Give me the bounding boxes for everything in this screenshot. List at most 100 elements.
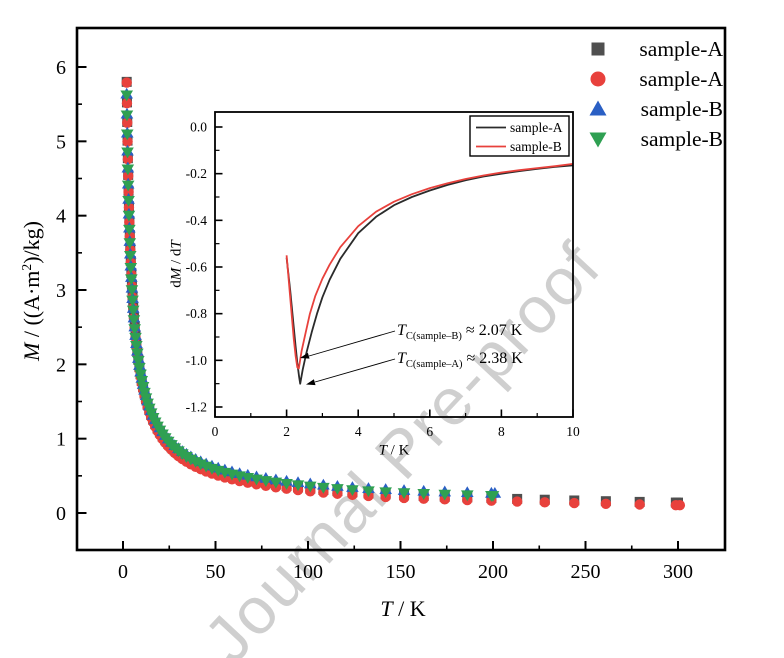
inset-y-tick-label: 0.0	[190, 120, 207, 135]
data-marker-circle	[121, 77, 132, 88]
data-marker-triangle-down	[131, 348, 144, 360]
data-marker-triangle-down	[460, 490, 474, 502]
arrow-line	[314, 358, 396, 383]
main-x-axis-title: T / K	[380, 596, 425, 622]
y-tick-label: 4	[56, 206, 66, 228]
inset-x-tick-label: 0	[212, 424, 219, 439]
legend-label: sample-B	[641, 127, 723, 151]
data-marker-triangle-down	[136, 382, 150, 393]
data-marker-circle	[122, 170, 134, 182]
data-marker-triangle-down	[123, 224, 136, 236]
data-marker-triangle-down	[331, 484, 344, 495]
data-marker-triangle-down	[132, 355, 145, 367]
x-title-symbol: T	[380, 596, 393, 621]
y-title-post: )/kg)	[19, 221, 45, 264]
annotation-symbol: T	[397, 322, 406, 339]
legend-square-marker	[591, 42, 605, 56]
inset-y-tick-label: -1.0	[186, 353, 208, 368]
series-sample-B-triangle-down	[120, 90, 500, 502]
data-marker-triangle-down	[130, 340, 143, 352]
inset-y-tick-label: -0.4	[186, 213, 208, 228]
data-marker-triangle-down	[121, 180, 135, 192]
inset-x-axis-title: T / K	[379, 443, 410, 460]
inset-x-axis-ticks: 0 2 4 6 8 10	[212, 409, 580, 439]
data-marker-circle	[121, 98, 133, 109]
inset-legend-label: sample-A	[510, 120, 563, 135]
main-data-markers	[120, 76, 686, 511]
legend-triangle-down-marker	[589, 132, 607, 148]
inset-legend-box	[469, 115, 570, 157]
data-marker-triangle-down	[124, 263, 138, 274]
y-tick-label: 5	[56, 131, 66, 153]
inset-y-tick-label: -1.2	[186, 399, 207, 414]
data-marker-triangle-down	[291, 480, 305, 492]
data-marker-triangle-down	[259, 476, 273, 487]
data-marker-circle	[122, 154, 134, 165]
data-marker-triangle-down	[127, 315, 141, 326]
data-marker-triangle-down	[122, 195, 135, 207]
inset-curves	[285, 163, 574, 385]
data-marker-triangle-down	[121, 164, 135, 176]
annotation-value: ≈ 2.38 K	[462, 350, 523, 367]
data-marker-triangle-down	[438, 489, 452, 501]
x-tick-label: 0	[118, 561, 128, 583]
y-title-sup: 2	[18, 263, 34, 271]
data-marker-triangle-down	[125, 274, 138, 286]
data-marker-triangle-down	[122, 210, 136, 222]
annotation-symbol: T	[397, 350, 406, 367]
inset-x-title-rest: / K	[386, 442, 410, 459]
data-marker-circle	[123, 202, 135, 213]
inset-x-tick-label: 2	[283, 424, 290, 439]
data-marker-triangle-down	[125, 285, 139, 297]
data-marker-circle	[539, 497, 550, 508]
annotation-subscript: C(sample–B)	[405, 331, 462, 343]
data-marker-triangle-down	[120, 110, 134, 122]
inset-y-title-M: M	[168, 267, 185, 281]
arrow-head	[306, 379, 316, 386]
inset-y-tick-label: -0.6	[186, 259, 208, 274]
inset-y-title-d: d	[168, 280, 185, 288]
series-sample-B-triangle-up	[120, 87, 502, 498]
data-marker-triangle-down	[129, 332, 142, 344]
y-tick-label: 3	[56, 280, 66, 302]
inset-x-tick-label: 10	[566, 424, 580, 439]
data-marker-triangle-down	[121, 147, 134, 159]
data-marker-triangle-down	[303, 481, 317, 493]
data-marker-triangle-down	[134, 369, 147, 381]
inset-curve-sample-A	[285, 164, 574, 385]
inset-y-title-T: T	[168, 240, 185, 249]
data-marker-triangle-down	[346, 485, 359, 497]
tc-annotation-sample-b: TC(sample–B) ≈ 2.07 K	[397, 322, 522, 342]
inset-plot-frame	[214, 111, 574, 418]
data-marker-triangle-down	[123, 251, 137, 262]
legend-circle-marker	[590, 71, 606, 87]
tc-annotation-sample-a: TC(sample–A) ≈ 2.38 K	[397, 350, 523, 370]
main-x-axis-ticks: 0 50 100 150 200 250 300	[118, 541, 693, 583]
inset-x-title-symbol: T	[378, 442, 387, 459]
arrow-head	[300, 352, 310, 359]
x-tick-label: 100	[293, 561, 323, 583]
data-marker-triangle-down	[126, 295, 139, 307]
data-marker-triangle-down	[362, 486, 375, 498]
data-marker-triangle-down	[486, 491, 500, 502]
legend-triangle-up-marker	[589, 100, 607, 116]
data-marker-triangle-down	[397, 488, 411, 500]
x-title-rest: / K	[392, 596, 426, 621]
y-tick-label: 2	[56, 354, 66, 376]
data-marker-triangle-down	[250, 474, 263, 486]
x-tick-label: 150	[386, 561, 416, 583]
x-tick-label: 300	[663, 561, 693, 583]
data-marker-triangle-down	[379, 487, 392, 499]
inset-y-title-mid: / d	[168, 248, 185, 268]
inset-x-tick-label: 4	[355, 424, 362, 439]
y-tick-label: 6	[56, 57, 66, 79]
data-marker-circle	[674, 499, 686, 511]
legend-label: sample-A	[639, 37, 723, 61]
y-title-symbol: M	[19, 342, 45, 361]
inset-y-tick-label: -0.8	[186, 306, 208, 321]
annotation-value: ≈ 2.07 K	[461, 322, 523, 339]
data-marker-circle	[634, 499, 645, 510]
data-marker-triangle-down	[135, 375, 149, 387]
